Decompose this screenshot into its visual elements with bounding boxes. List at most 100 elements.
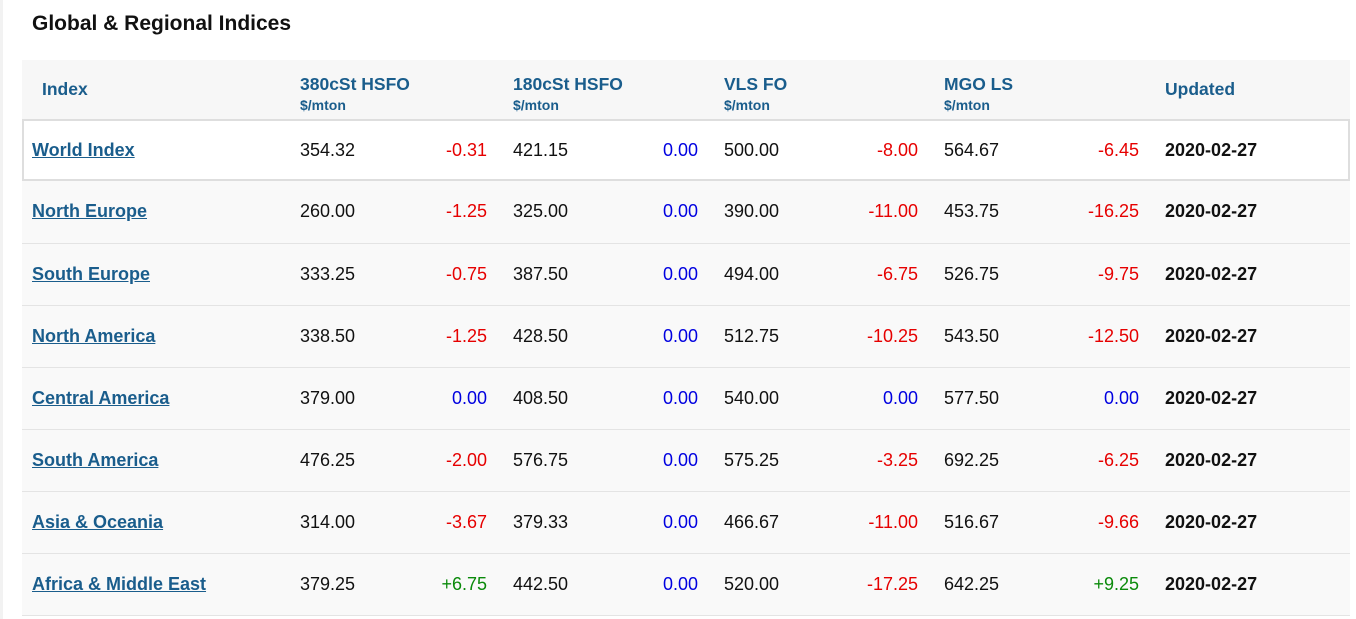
updated-date: 2020-02-27 [1165,325,1258,346]
vlsfo-price: 494.00 [724,263,780,284]
updated-date: 2020-02-27 [1165,449,1258,470]
index-name-cell: Central America [22,367,300,429]
header-380cst-hsfo-unit: $/mton [300,97,346,113]
vlsfo-price: 466.67 [724,511,780,532]
vlsfo-change: -10.25 [866,325,919,346]
vlsfo-change: -11.00 [868,201,919,222]
header-mgo-ls: MGO LS $/mton [944,60,1165,119]
mgols-price: 564.67 [944,139,1000,160]
hsfo180-price: 428.50 [513,325,569,346]
mgols-change: -12.50 [1087,325,1140,346]
hsfo380-price: 354.32 [300,139,356,160]
updated-date: 2020-02-27 [1165,263,1258,284]
vlsfo-change: -6.75 [876,263,919,284]
mgols-change: -16.25 [1087,201,1140,222]
header-updated: Updated [1165,79,1236,99]
hsfo180-change: 0.00 [662,387,698,408]
table-row: Central America 379.00 0.00 408.50 0.00 540.0… [22,367,1351,429]
mgols-price: 642.25 [944,573,1000,594]
hsfo380-price: 260.00 [300,201,356,222]
hsfo380-change: -3.67 [445,511,487,532]
hsfo180-price: 379.33 [513,511,569,532]
vlsfo-price: 512.75 [724,325,780,346]
mgols-change: 0.00 [1103,387,1140,408]
updated-date: 2020-02-27 [1165,201,1258,222]
index-name-cell: South Europe [22,243,300,305]
hsfo180-change: 0.00 [662,325,698,346]
header-180cst-hsfo-unit: $/mton [513,97,559,113]
hsfo180-price: 421.15 [513,139,569,160]
vlsfo-price: 500.00 [724,139,780,160]
table-row: South America 476.25 -2.00 576.75 0.00 575.25… [22,429,1351,491]
index-name-cell: North Europe [22,181,300,243]
header-vls-fo-label: VLS FO [724,74,788,94]
mgols-change: -6.25 [1097,449,1140,470]
hsfo380-price: 314.00 [300,511,356,532]
mgols-price: 516.67 [944,511,1000,532]
hsfo180-price: 408.50 [513,387,569,408]
header-380cst-hsfo-label: 380cSt HSFO [300,74,410,94]
header-mgo-ls-label: MGO LS [944,74,1014,94]
header-vls-fo-unit: $/mton [724,97,770,113]
index-link[interactable]: Central America [32,387,170,408]
hsfo180-change: 0.00 [662,573,698,594]
index-link[interactable]: North Europe [32,201,147,222]
header-180cst-hsfo-label: 180cSt HSFO [513,74,623,94]
index-link[interactable]: North America [32,325,156,346]
hsfo180-change: 0.00 [662,201,698,222]
mgols-price: 543.50 [944,325,1000,346]
index-link[interactable]: South Europe [32,263,150,284]
header-180cst-hsfo: 180cSt HSFO $/mton [513,60,724,119]
index-name-cell: Asia & Oceania [22,491,300,553]
hsfo380-price: 333.25 [300,263,356,284]
hsfo180-price: 442.50 [513,573,569,594]
table-row: North America 338.50 -1.25 428.50 0.00 512.75… [22,305,1351,367]
index-link[interactable]: South America [32,449,159,470]
left-border [0,0,3,619]
vlsfo-price: 540.00 [724,387,780,408]
vlsfo-price: 520.00 [724,573,780,594]
table-body: World Index 354.32 -0.31 421.15 0.00 500.00 -8… [22,119,1351,615]
hsfo380-change: -1.25 [445,201,487,222]
vlsfo-change: -17.25 [866,573,919,594]
hsfo180-change: 0.00 [662,263,698,284]
hsfo380-price: 379.00 [300,387,356,408]
hsfo380-change: -0.75 [445,263,487,284]
index-name-cell: Africa & Middle East [22,553,300,615]
table-row: South Europe 333.25 -0.75 387.50 0.00 494.00 -… [22,243,1351,305]
header-mgo-ls-unit: $/mton [944,97,990,113]
hsfo380-price: 476.25 [300,449,356,470]
hsfo380-change: -2.00 [445,449,487,470]
hsfo380-change: -1.25 [445,325,487,346]
hsfo180-price: 576.75 [513,449,569,470]
index-link[interactable]: World Index [32,139,135,160]
indices-table: Index 380cSt HSFO $/mton 180cSt HSFO $/m… [22,60,1351,616]
index-name-cell: North America [22,305,300,367]
hsfo180-change: 0.00 [662,511,698,532]
hsfo380-change: 0.00 [451,387,487,408]
index-link[interactable]: Africa & Middle East [32,573,207,594]
mgols-price: 692.25 [944,449,1000,470]
updated-date: 2020-02-27 [1165,573,1258,594]
index-link[interactable]: Asia & Oceania [32,511,164,532]
header-vls-fo: VLS FO $/mton [724,60,944,119]
mgols-price: 453.75 [944,201,1000,222]
updated-date: 2020-02-27 [1165,387,1258,408]
hsfo180-change: 0.00 [662,139,698,160]
updated-date: 2020-02-27 [1165,511,1258,532]
vlsfo-change: -11.00 [868,511,919,532]
hsfo380-price: 379.25 [300,573,356,594]
header-380cst-hsfo: 380cSt HSFO $/mton [300,60,513,119]
hsfo380-price: 338.50 [300,325,356,346]
hsfo180-change: 0.00 [662,449,698,470]
table-row: North Europe 260.00 -1.25 325.00 0.00 390.00 -… [22,181,1351,243]
table-row: Africa & Middle East 379.25 +6.75 442.50 0.0… [22,553,1351,615]
vlsfo-change: 0.00 [882,387,919,408]
indices-table-container: Index 380cSt HSFO $/mton 180cSt HSFO $/m… [22,60,1351,616]
mgols-price: 526.75 [944,263,1000,284]
mgols-change: -6.45 [1097,139,1140,160]
table-row: World Index 354.32 -0.31 421.15 0.00 500.00 -8… [22,119,1351,181]
vlsfo-change: -8.00 [876,139,919,160]
table-header-row: Index 380cSt HSFO $/mton 180cSt HSFO $/m… [22,60,1351,119]
mgols-price: 577.50 [944,387,1000,408]
